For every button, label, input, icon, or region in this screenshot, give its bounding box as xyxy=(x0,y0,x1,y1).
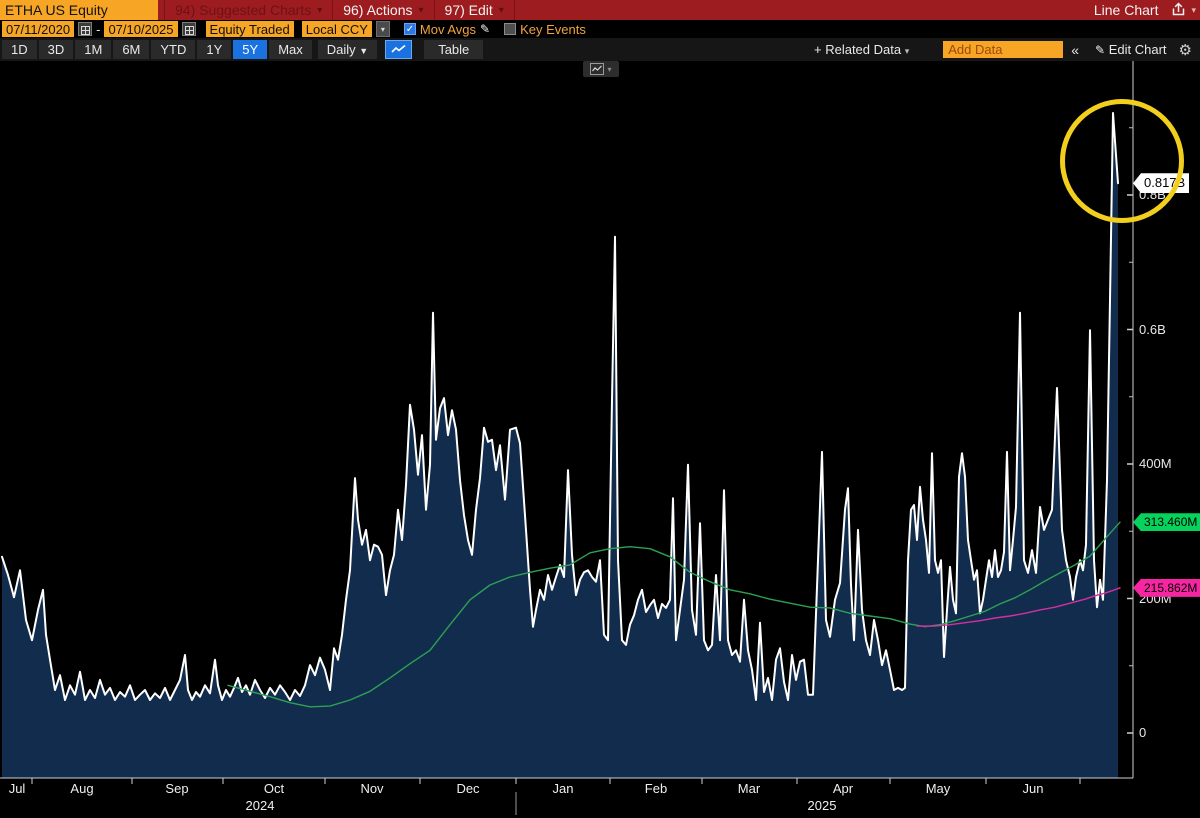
menu-edit[interactable]: 97) Edit ▾ xyxy=(435,0,515,20)
chevron-down-icon: ▾ xyxy=(498,4,504,16)
menu-actions[interactable]: 96) Actions ▾ xyxy=(333,0,435,20)
study-field[interactable]: Equity Traded xyxy=(205,21,294,37)
menu-actions-label: 96) Actions xyxy=(343,2,413,18)
range-bar: 1D 3D 1M 6M YTD 1Y 5Y Max Daily ▼ Table + Relat… xyxy=(0,38,1200,61)
export-menu-caret[interactable]: ▾ xyxy=(1191,4,1196,15)
chevron-down-icon: ▾ xyxy=(607,64,612,74)
range-button-1m[interactable]: 1M xyxy=(75,40,112,59)
range-button-1d[interactable]: 1D xyxy=(2,40,37,59)
line-chart-mini-icon xyxy=(590,63,605,75)
edit-chart-button[interactable]: ✎ Edit Chart xyxy=(1095,42,1167,57)
menu-suggested-charts[interactable]: 94) Suggested Charts ▾ xyxy=(164,0,334,20)
range-button-max[interactable]: Max xyxy=(269,40,312,59)
mov-avgs-checkbox[interactable]: ✓ xyxy=(403,23,416,35)
ticker-input[interactable]: ETHA US Equity xyxy=(0,0,158,20)
date-range-separator: - xyxy=(96,21,101,37)
add-data-input[interactable]: Add Data xyxy=(943,41,1064,58)
range-button-group: 1D 3D 1M 6M YTD 1Y 5Y Max xyxy=(2,40,312,59)
related-data-button[interactable]: + Related Data ▾ xyxy=(814,42,910,57)
range-button-3d[interactable]: 3D xyxy=(38,40,74,59)
date-to-field[interactable]: 07/10/2025 xyxy=(104,21,178,37)
menu-edit-label: 97) Edit xyxy=(444,2,493,18)
collapse-panel-button[interactable]: « xyxy=(1071,41,1080,58)
title-bar-spacer xyxy=(515,0,1094,20)
title-bar: ETHA US Equity 94) Suggested Charts ▾ 96… xyxy=(0,0,1200,20)
settings-bar: 07/11/2020 - 07/10/2025 Equity Traded Lo… xyxy=(0,20,1200,38)
chevron-down-icon: ▾ xyxy=(317,4,323,16)
key-events-label: Key Events xyxy=(520,21,586,37)
calendar-icon[interactable] xyxy=(181,22,196,36)
currency-dropdown-button[interactable]: ▾ xyxy=(375,21,390,37)
gear-icon[interactable]: ⚙ xyxy=(1178,41,1192,59)
mov-avgs-label: Mov Avgs xyxy=(419,21,477,37)
edit-mov-avgs-pencil-icon[interactable]: ✎ xyxy=(480,22,491,36)
annotation-tool-widget[interactable]: ▾ xyxy=(583,61,619,77)
key-events-checkbox[interactable]: ✓ xyxy=(504,23,517,35)
calendar-icon[interactable] xyxy=(78,22,93,36)
currency-field[interactable]: Local CCY xyxy=(301,21,372,37)
menu-suggested-charts-label: 94) Suggested Charts xyxy=(175,2,312,18)
period-select[interactable]: Daily ▼ xyxy=(317,40,378,59)
range-button-6m[interactable]: 6M xyxy=(113,40,150,59)
date-from-field[interactable]: 07/11/2020 xyxy=(2,21,75,37)
range-button-1y[interactable]: 1Y xyxy=(197,40,232,59)
export-icon[interactable] xyxy=(1166,0,1191,20)
chart-type-label: Line Chart xyxy=(1093,2,1159,18)
chevron-down-icon: ▾ xyxy=(418,4,424,16)
line-chart-type-icon[interactable] xyxy=(385,40,413,59)
range-button-ytd[interactable]: YTD xyxy=(151,40,196,59)
table-button[interactable]: Table xyxy=(424,40,484,59)
range-button-5y[interactable]: 5Y xyxy=(233,40,268,59)
pencil-icon: ✎ xyxy=(1095,43,1106,57)
